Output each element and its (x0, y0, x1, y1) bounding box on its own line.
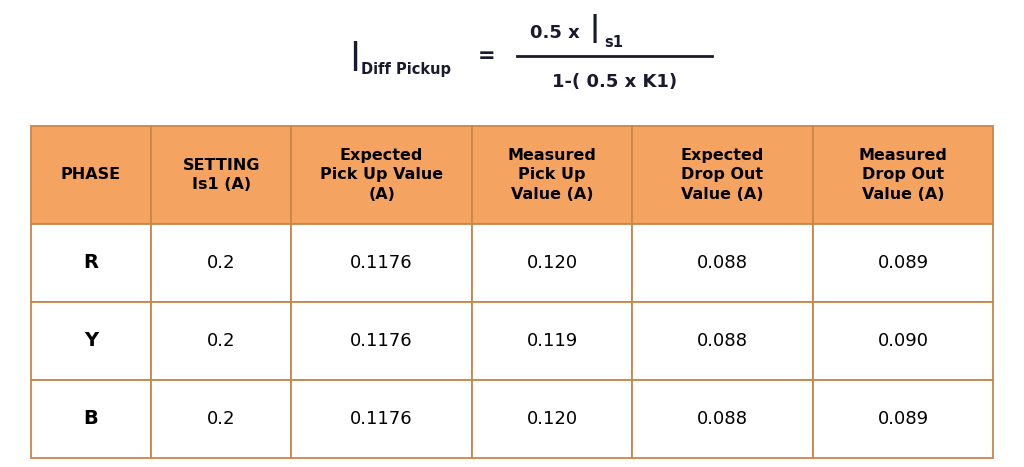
Bar (632, 302, 813, 380)
Bar (31, 302, 152, 380)
Bar (292, 302, 472, 380)
Text: 0.1176: 0.1176 (350, 254, 413, 272)
Text: Diff Pickup: Diff Pickup (361, 62, 452, 77)
Bar (292, 126, 472, 224)
Text: R: R (83, 254, 98, 272)
Bar (31, 126, 152, 224)
Text: 0.2: 0.2 (207, 332, 236, 350)
Text: 0.089: 0.089 (878, 254, 929, 272)
Text: 0.088: 0.088 (697, 410, 749, 428)
Text: SETTING
Is1 (A): SETTING Is1 (A) (182, 158, 260, 192)
Bar (813, 380, 993, 458)
Text: 0.2: 0.2 (207, 254, 236, 272)
Bar (813, 224, 993, 302)
Bar (472, 224, 632, 302)
Text: 1-( 0.5 x K1): 1-( 0.5 x K1) (552, 73, 677, 91)
Text: 0.088: 0.088 (697, 254, 749, 272)
Text: 0.090: 0.090 (878, 332, 929, 350)
Bar (152, 380, 292, 458)
Text: 0.120: 0.120 (526, 410, 578, 428)
Bar (152, 126, 292, 224)
Text: 0.2: 0.2 (207, 410, 236, 428)
Bar (31, 224, 152, 302)
Text: 0.119: 0.119 (526, 332, 578, 350)
Bar (472, 126, 632, 224)
Text: $\bf{|}$: $\bf{|}$ (589, 13, 597, 45)
Bar (31, 380, 152, 458)
Text: 0.1176: 0.1176 (350, 332, 413, 350)
Text: 0.088: 0.088 (697, 332, 749, 350)
Text: 0.5 x: 0.5 x (529, 24, 586, 42)
Bar (472, 380, 632, 458)
Bar (632, 126, 813, 224)
Text: Measured
Pick Up
Value (A): Measured Pick Up Value (A) (508, 149, 597, 202)
Text: $\bf{|}$: $\bf{|}$ (348, 39, 358, 73)
Bar (292, 224, 472, 302)
Bar (472, 302, 632, 380)
Text: B: B (84, 409, 98, 428)
Bar (152, 302, 292, 380)
Bar (813, 302, 993, 380)
Text: 0.120: 0.120 (526, 254, 578, 272)
Text: =: = (477, 46, 496, 66)
Text: 0.089: 0.089 (878, 410, 929, 428)
Text: s1: s1 (604, 35, 624, 50)
Bar (292, 380, 472, 458)
Text: 0.1176: 0.1176 (350, 410, 413, 428)
Text: PHASE: PHASE (60, 168, 121, 183)
Text: Y: Y (84, 331, 98, 350)
Bar (632, 380, 813, 458)
Bar (632, 224, 813, 302)
Bar (152, 224, 292, 302)
Bar (813, 126, 993, 224)
Text: Expected
Pick Up Value
(A): Expected Pick Up Value (A) (321, 149, 443, 202)
Text: Measured
Drop Out
Value (A): Measured Drop Out Value (A) (858, 149, 947, 202)
Text: Expected
Drop Out
Value (A): Expected Drop Out Value (A) (681, 149, 764, 202)
